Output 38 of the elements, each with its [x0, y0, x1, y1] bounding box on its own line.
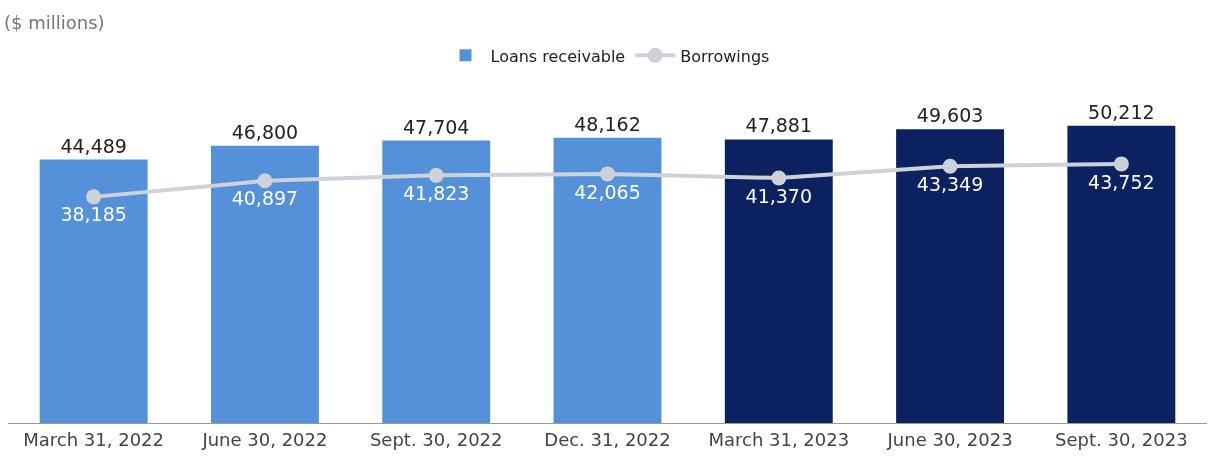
data-label: 41,823: [402, 181, 470, 204]
point: [1113, 156, 1129, 172]
x-tick-label: June 30, 2022: [201, 428, 328, 450]
bar: [896, 129, 1005, 423]
data-label: 41,370: [745, 184, 813, 207]
bar: [39, 159, 148, 423]
x-tick-label: March 31, 2022: [23, 428, 165, 450]
point: [942, 158, 958, 174]
data-label: 50,212: [1088, 100, 1155, 123]
data-label: 49,603: [916, 104, 984, 127]
point: [86, 189, 102, 205]
data-label: 40,897: [231, 187, 299, 210]
data-label: 47,881: [745, 114, 813, 137]
point: [771, 170, 787, 186]
data-label: 43,752: [1088, 170, 1155, 193]
bar: [382, 140, 491, 423]
legend-label: Loans receivable: [490, 46, 626, 66]
data-label: 42,065: [574, 180, 641, 203]
text: ($ millions): [4, 12, 105, 33]
x-tick-label: March 31, 2023: [708, 428, 850, 450]
data-label: 44,489: [60, 134, 127, 157]
x-tick-label: June 30, 2023: [886, 428, 1013, 450]
data-label: 48,162: [574, 112, 641, 135]
point: [257, 173, 273, 189]
bar: [724, 139, 833, 423]
bar: [210, 145, 319, 423]
bar: [553, 137, 662, 423]
point: [428, 167, 444, 183]
data-label: 47,704: [402, 115, 470, 138]
point: [600, 166, 615, 182]
data-label: 38,185: [60, 203, 127, 226]
data-label: 43,349: [916, 172, 984, 195]
bar: [1067, 125, 1176, 423]
x-tick-label: Dec. 31, 2022: [544, 428, 671, 450]
legend-label: Borrowings: [680, 46, 770, 66]
data-label: 46,800: [231, 120, 299, 143]
x-tick-label: Sept. 30, 2022: [369, 428, 503, 450]
x-tick-label: Sept. 30, 2023: [1055, 428, 1188, 450]
